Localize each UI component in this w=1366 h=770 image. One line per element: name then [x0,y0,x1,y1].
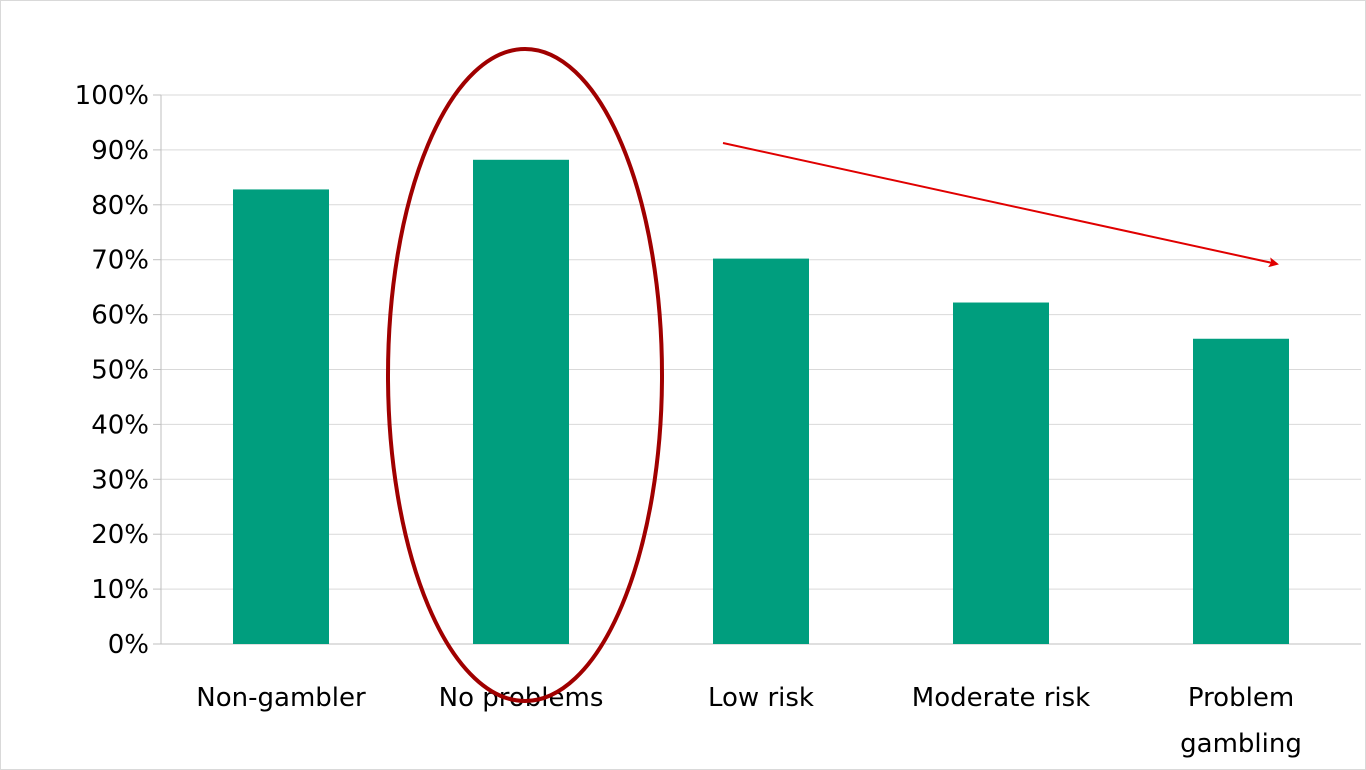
bar-problem-gambling [1193,338,1289,644]
x-category-label-line: Problem [1188,683,1294,713]
y-tick-label: 0% [108,630,149,660]
x-category-label-line: Low risk [708,683,814,713]
y-tick-label: 20% [91,520,149,550]
x-category-label-line: Moderate risk [912,683,1090,713]
y-tick-label: 30% [91,465,149,495]
x-category-label: Non-gambler [196,683,366,713]
highlight-ellipse [386,47,664,703]
y-tick-label: 60% [91,301,149,331]
y-tick-label: 50% [91,356,149,386]
y-tick-label: 90% [91,136,149,166]
bar-no-problems [473,159,569,645]
x-category-label: Low risk [708,683,814,713]
x-category-label: Problem gambling [1180,683,1302,759]
x-category-label-line: Non-gambler [196,683,366,713]
y-tick-label: 10% [91,575,149,605]
x-category-label-line: gambling [1180,729,1302,759]
y-tick-label: 100% [75,81,149,111]
x-category-label: Moderate risk [912,683,1090,713]
bar-non-gambler [233,189,329,645]
bar-low-risk [713,258,809,644]
trend-arrow [722,142,1279,268]
y-tick-label: 40% [91,410,149,440]
y-tick-label: 80% [91,191,149,221]
y-tick-label: 70% [91,246,149,276]
bar-moderate-risk [953,302,1049,644]
x-category-label: No problems [439,683,604,713]
x-category-label-line: No problems [439,683,604,713]
